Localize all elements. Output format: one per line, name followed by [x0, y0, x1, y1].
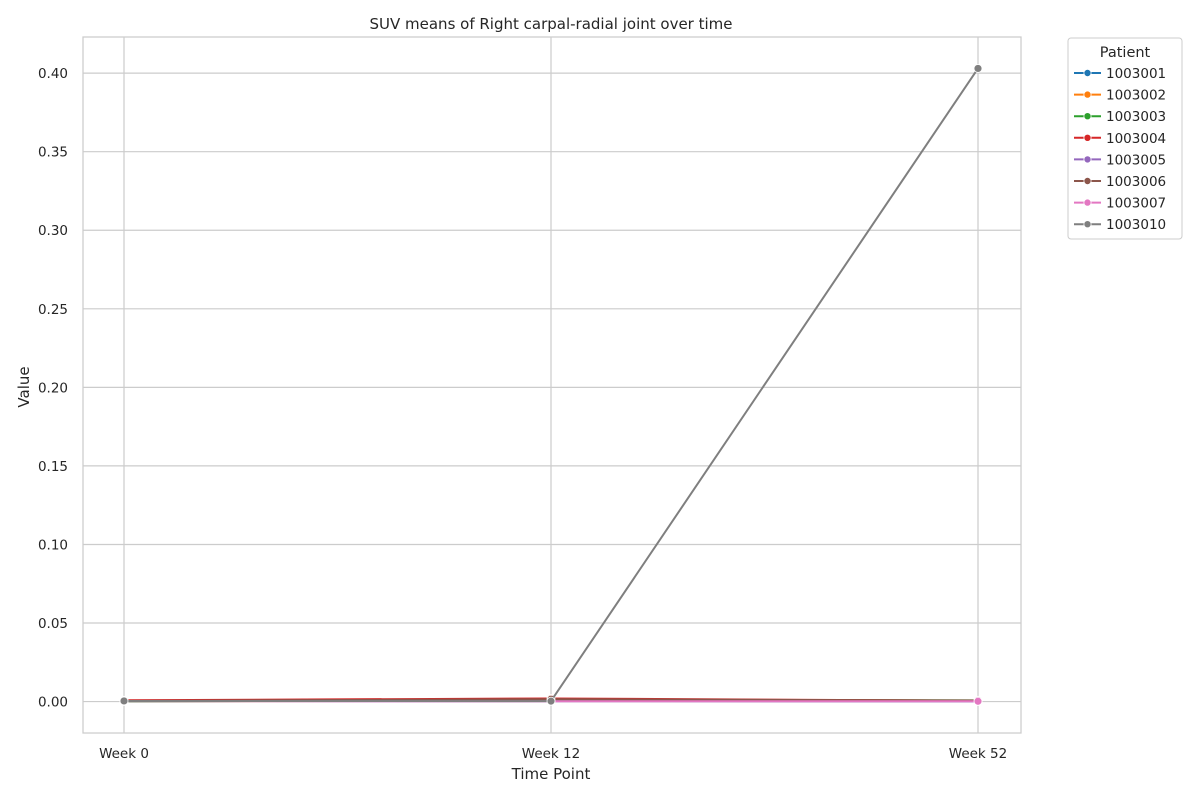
series-lines — [119, 64, 983, 706]
legend-marker — [1083, 176, 1092, 185]
x-tick-labels: Week 0 Week 12 Week 52 — [99, 746, 1007, 762]
legend-item-1003007: 1003007 — [1074, 196, 1166, 212]
y-axis-label: Value — [15, 366, 33, 407]
y-tick-label: 0.20 — [38, 380, 68, 396]
data-point — [973, 64, 983, 73]
legend-items: 1003001 1003002 1003003 1003004 1003005 10030… — [1074, 66, 1166, 233]
x-tick-label: Week 52 — [949, 746, 1007, 762]
data-point — [546, 696, 556, 706]
legend-marker — [1083, 133, 1092, 142]
legend-marker — [1083, 90, 1092, 99]
x-axis-label: Time Point — [511, 765, 591, 783]
y-tick-label: 0.15 — [38, 459, 68, 475]
y-tick-label: 0.00 — [38, 695, 68, 711]
legend-marker — [1083, 198, 1092, 207]
series-1003010 — [119, 64, 983, 706]
legend-marker — [1083, 112, 1092, 121]
legend-label: 1003010 — [1106, 217, 1166, 233]
legend-item-1003002: 1003002 — [1074, 88, 1166, 104]
x-tick-label: Week 0 — [99, 746, 149, 762]
y-tick-label: 0.10 — [38, 537, 68, 553]
y-tick-labels: 0.00 0.05 0.10 0.15 0.20 0.25 0.30 0.35 0.40 — [38, 66, 68, 710]
legend: Patient 10030011003002100300310030041003… — [1067, 37, 1183, 240]
y-tick-label: 0.35 — [38, 145, 68, 161]
legend-label: 1003003 — [1106, 109, 1166, 125]
legend-marker — [1083, 69, 1092, 78]
legend-item-1003005: 1003005 — [1074, 152, 1166, 168]
legend-label: 1003001 — [1106, 66, 1166, 82]
plot-frame — [82, 36, 1022, 734]
legend-label: 1003007 — [1106, 196, 1166, 212]
legend-item-1003004: 1003004 — [1074, 131, 1166, 147]
legend-marker — [1083, 155, 1092, 164]
y-tick-label: 0.25 — [38, 302, 68, 318]
y-tick-label: 0.30 — [38, 223, 68, 239]
legend-item-1003003: 1003003 — [1074, 109, 1166, 125]
grid — [83, 37, 1021, 733]
x-tick-label: Week 12 — [522, 746, 580, 762]
legend-label: 1003002 — [1106, 88, 1166, 104]
legend-item-1003010: 1003010 — [1074, 217, 1166, 233]
chart-title: SUV means of Right carpal-radial joint o… — [370, 15, 733, 33]
legend-item-1003006: 1003006 — [1074, 174, 1166, 190]
legend-title: Patient — [1100, 45, 1151, 61]
y-tick-label: 0.05 — [38, 616, 68, 632]
legend-item-1003001: 1003001 — [1074, 66, 1166, 82]
data-point — [119, 696, 129, 706]
data-point — [973, 696, 983, 706]
legend-label: 1003004 — [1106, 131, 1166, 147]
y-tick-label: 0.40 — [38, 66, 68, 82]
legend-marker — [1083, 220, 1092, 229]
legend-frame — [1067, 37, 1183, 240]
legend-label: 1003005 — [1106, 152, 1166, 168]
legend-label: 1003006 — [1106, 174, 1166, 190]
